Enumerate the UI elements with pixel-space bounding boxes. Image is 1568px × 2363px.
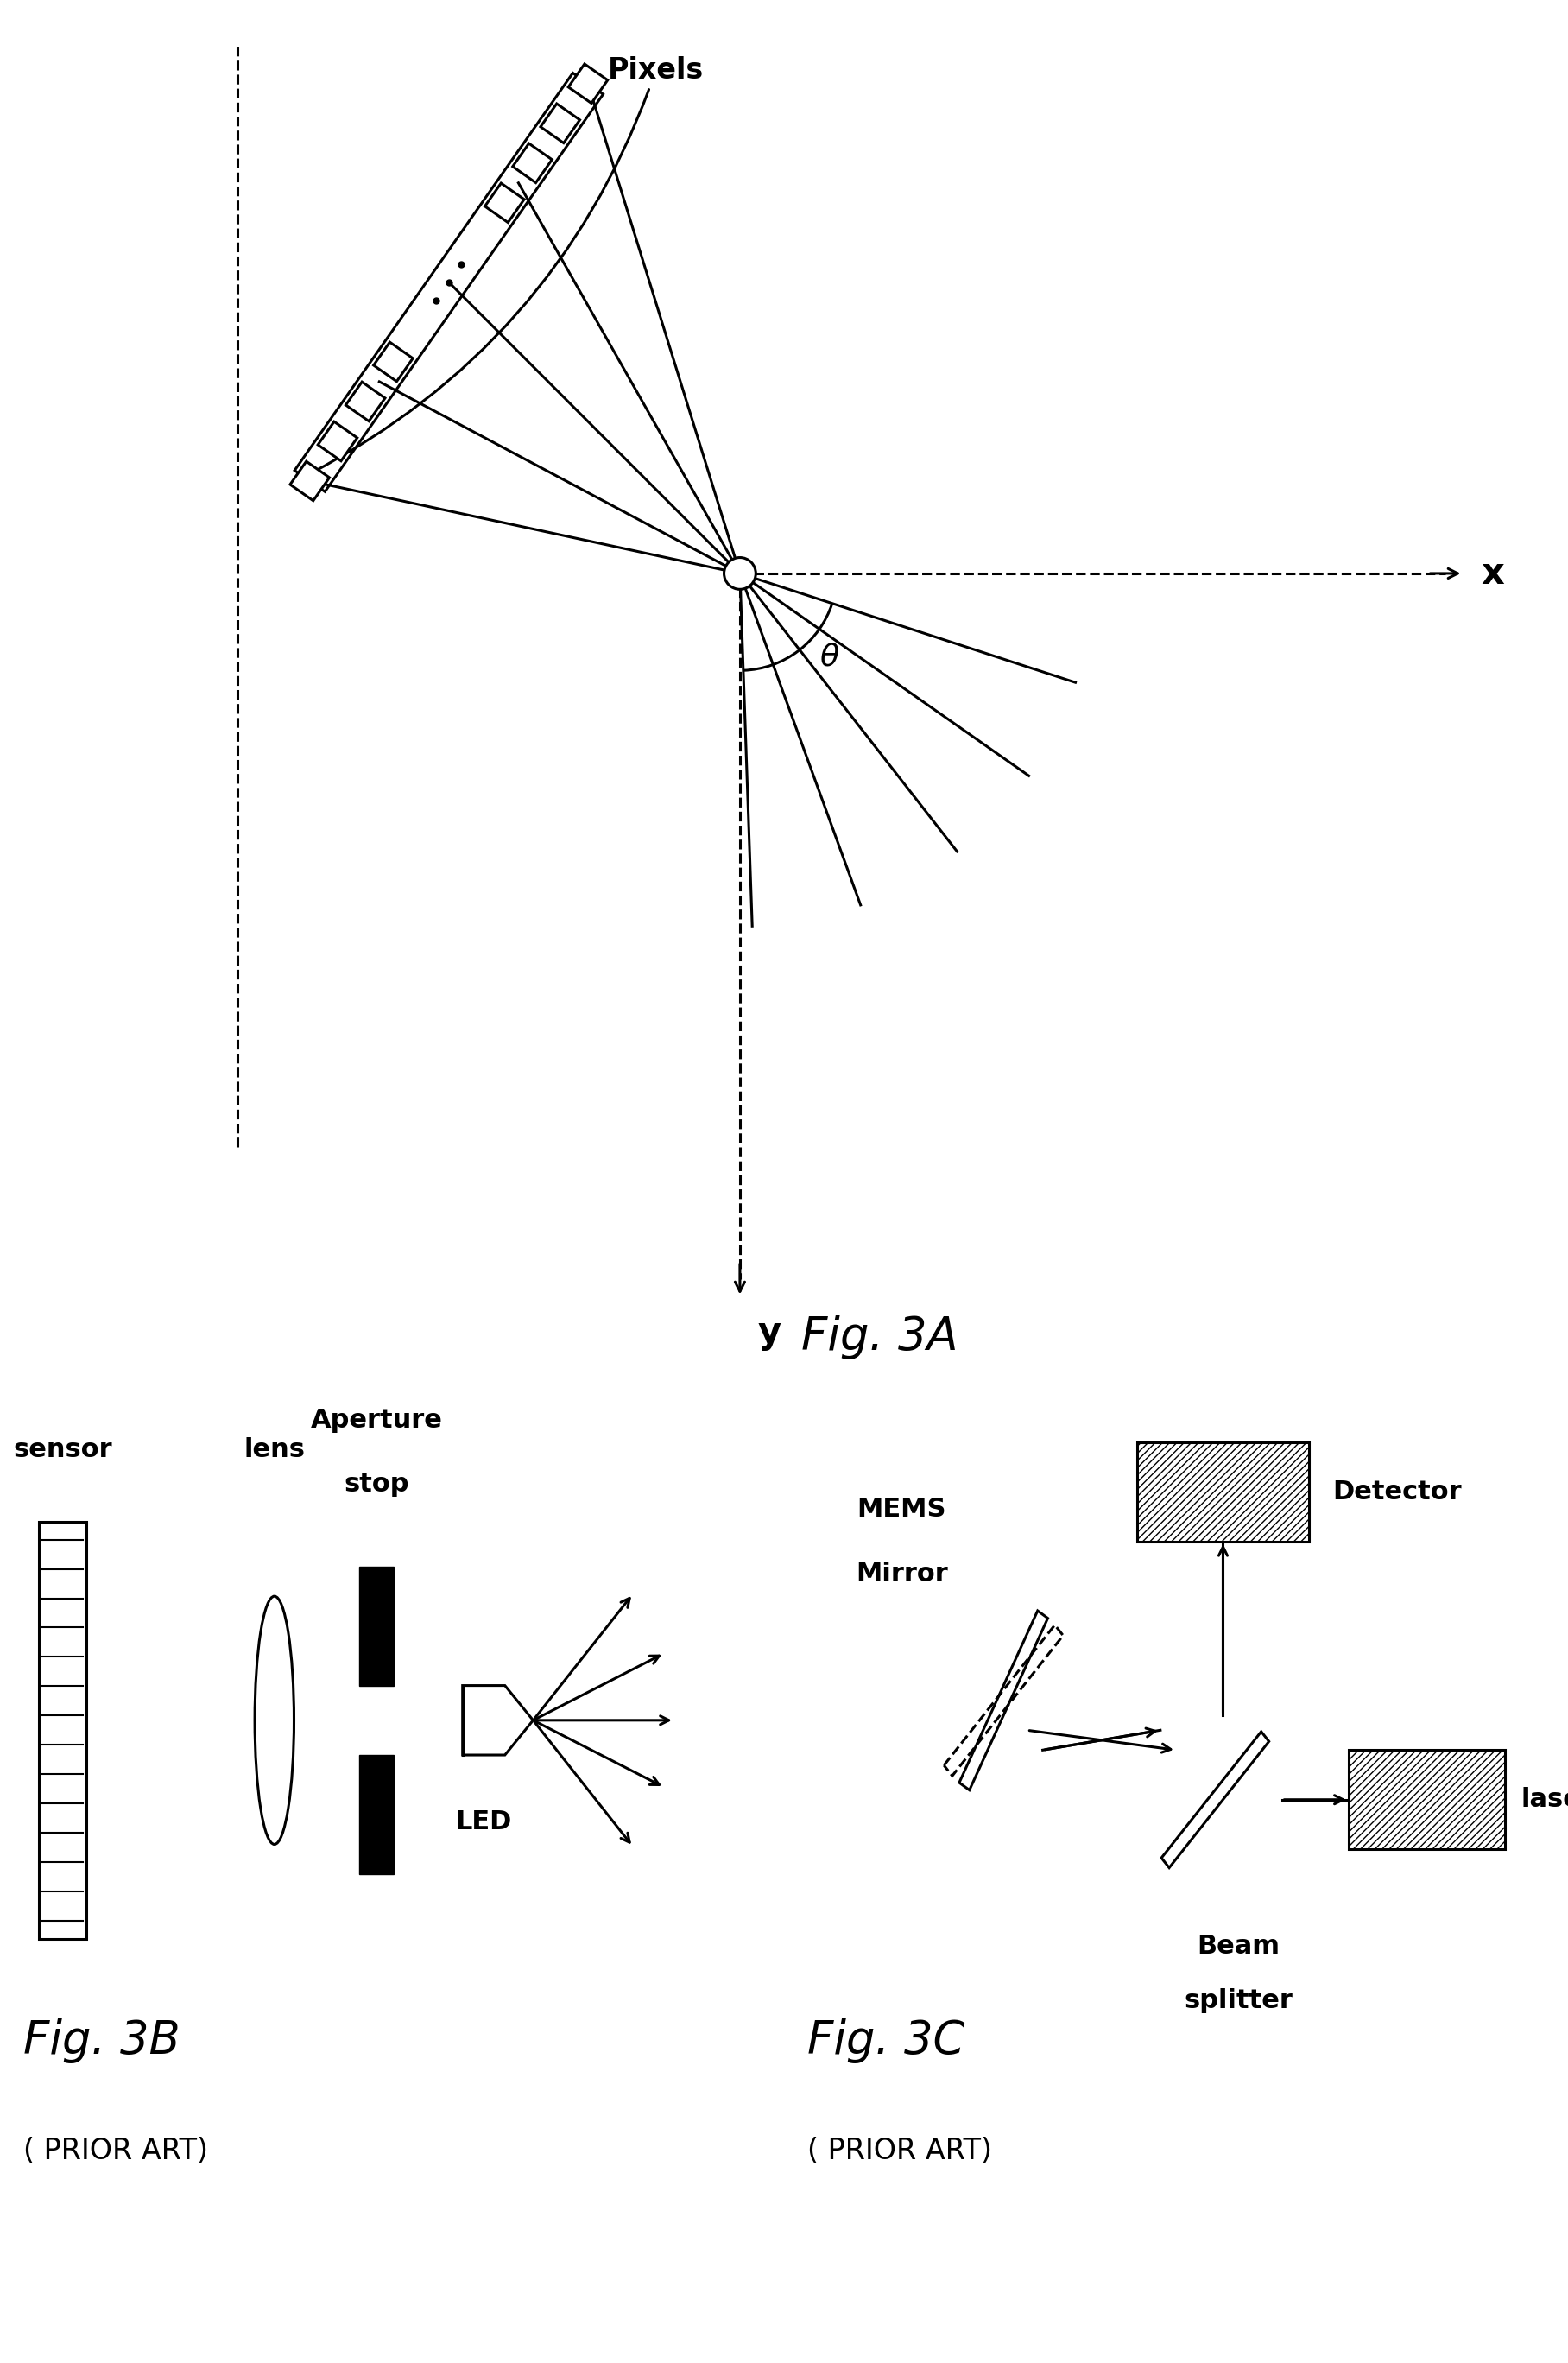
Text: ( PRIOR ART): ( PRIOR ART) [808,2136,993,2165]
Bar [39,1522,86,1938]
Bar [1348,1751,1505,1850]
Ellipse shape [256,1597,295,1843]
Text: θ: θ [818,643,839,671]
Polygon shape [290,461,329,501]
Text: MEMS: MEMS [858,1496,946,1522]
Polygon shape [513,144,552,182]
Text: splitter: splitter [1184,1987,1294,2013]
Text: Fig. 3A: Fig. 3A [801,1314,958,1359]
Bar [359,1756,394,1874]
Text: ( PRIOR ART): ( PRIOR ART) [24,2136,209,2165]
Text: x: x [1480,555,1504,591]
Text: lens: lens [243,1437,306,1463]
Circle shape [724,558,756,588]
Polygon shape [463,1685,533,1756]
Text: Fig. 3C: Fig. 3C [808,2018,964,2063]
Text: Beam: Beam [1198,1933,1279,1959]
Polygon shape [568,64,608,104]
Polygon shape [1162,1732,1269,1867]
Bar [1137,1441,1309,1541]
Text: Aperture: Aperture [310,1408,442,1432]
Text: laser: laser [1521,1786,1568,1812]
Polygon shape [960,1612,1047,1791]
Polygon shape [485,184,524,222]
Text: sensor: sensor [13,1437,113,1463]
Bar [359,1567,394,1685]
Text: LED: LED [456,1810,511,1834]
Polygon shape [345,383,386,421]
Text: Fig. 3B: Fig. 3B [24,2018,180,2063]
Text: Detector: Detector [1333,1479,1461,1505]
Polygon shape [541,104,580,144]
Text: y: y [757,1314,781,1352]
Polygon shape [373,343,412,380]
Text: Pixels: Pixels [310,57,704,473]
Polygon shape [318,421,358,461]
Text: Mirror: Mirror [856,1562,947,1586]
Text: stop: stop [343,1472,409,1498]
